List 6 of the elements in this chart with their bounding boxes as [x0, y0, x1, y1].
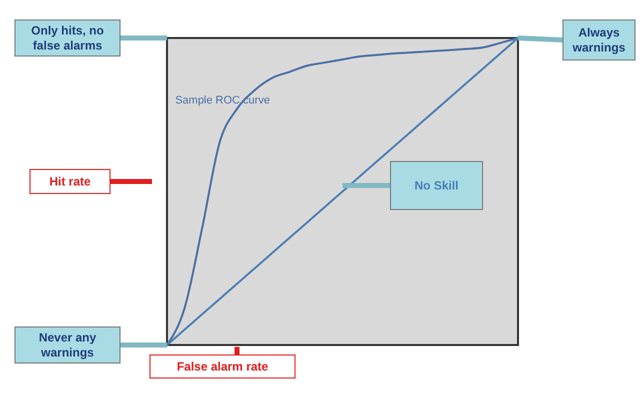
text: Hit rate [49, 174, 91, 188]
text: Always warnings [572, 26, 626, 54]
text: No Skill [414, 178, 459, 192]
text: Only hits, no false alarms [31, 24, 104, 52]
text: Never any warnings [38, 330, 97, 360]
x-axis-title: False alarm rate [176, 360, 269, 374]
